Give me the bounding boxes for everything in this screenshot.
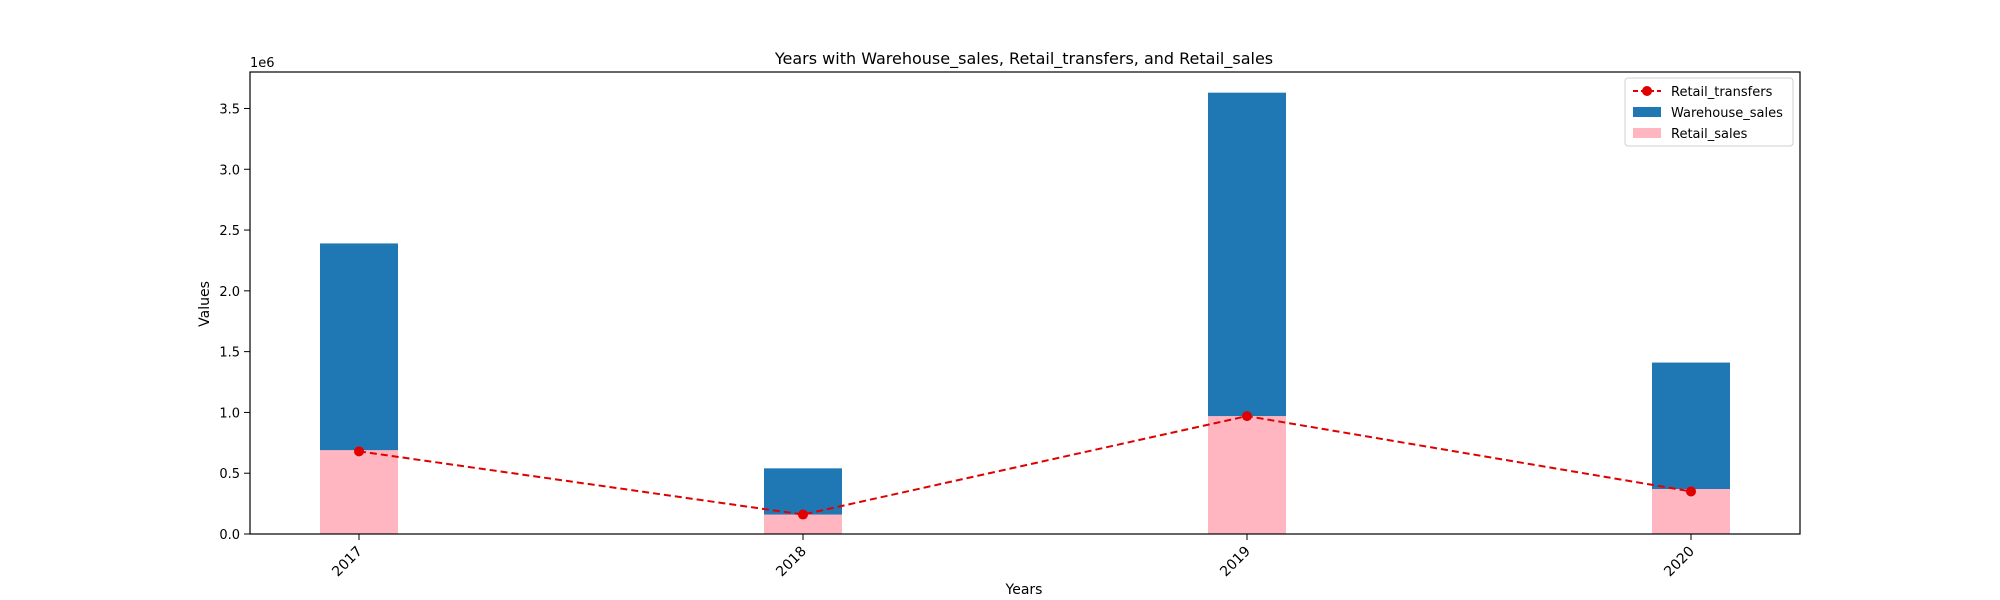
legend-box: [1624, 77, 1794, 147]
line-series-group: [354, 411, 1696, 520]
legend-swatch-marker: [1642, 86, 1652, 96]
retail-transfers-line: [358, 415, 1692, 516]
bar-retail-sales-2020: [1652, 489, 1730, 534]
y-tick-label: 2.0: [219, 285, 240, 300]
retail-transfers-point-2018: [798, 509, 808, 520]
legend-label: Warehouse_sales: [1671, 106, 1783, 121]
y-tick-label: 1.0: [219, 406, 240, 421]
retail-transfers-point-2020: [1686, 486, 1696, 497]
legend-swatch-rect: [1633, 107, 1661, 117]
y-tick-label: 3.5: [219, 102, 240, 117]
retail-transfers-point-2019: [1242, 411, 1252, 422]
bar-retail-sales-2019: [1208, 416, 1286, 534]
y-offset-label: 1e6: [250, 56, 275, 71]
retail-transfers-point-2017: [354, 446, 364, 457]
y-axis-label: Values: [197, 281, 213, 327]
y-tick-label: 0.0: [219, 528, 240, 543]
x-tick-label: 2017: [329, 544, 366, 581]
x-axis-label: Years: [1005, 582, 1043, 598]
x-tick-label: 2020: [1661, 544, 1698, 581]
x-axis: 2017 2018 2019 2020: [329, 534, 1698, 580]
plot-frame: [249, 71, 1801, 535]
bars-group: [320, 92, 1730, 534]
x-tick-label: 2019: [1217, 544, 1254, 581]
y-axis: 0.0 0.5 1.0 1.5 2.0 2.5 3.0 3.5: [219, 102, 250, 543]
chart-title: Years with Warehouse_sales, Retail_trans…: [774, 49, 1273, 69]
legend: Retail_transfers Warehouse_sales Retail_sa…: [1624, 77, 1794, 147]
bar-retail-sales-2018: [764, 514, 842, 534]
bar-retail-sales-2017: [320, 450, 398, 534]
y-tick-label: 0.5: [219, 467, 240, 482]
y-tick-label: 1.5: [219, 346, 240, 361]
legend-swatch-rect: [1633, 128, 1661, 138]
legend-label: Retail_transfers: [1671, 85, 1773, 100]
y-tick-label: 3.0: [219, 163, 240, 178]
y-tick-label: 2.5: [219, 224, 240, 239]
x-tick-label: 2018: [773, 544, 810, 581]
legend-label: Retail_sales: [1671, 127, 1748, 142]
